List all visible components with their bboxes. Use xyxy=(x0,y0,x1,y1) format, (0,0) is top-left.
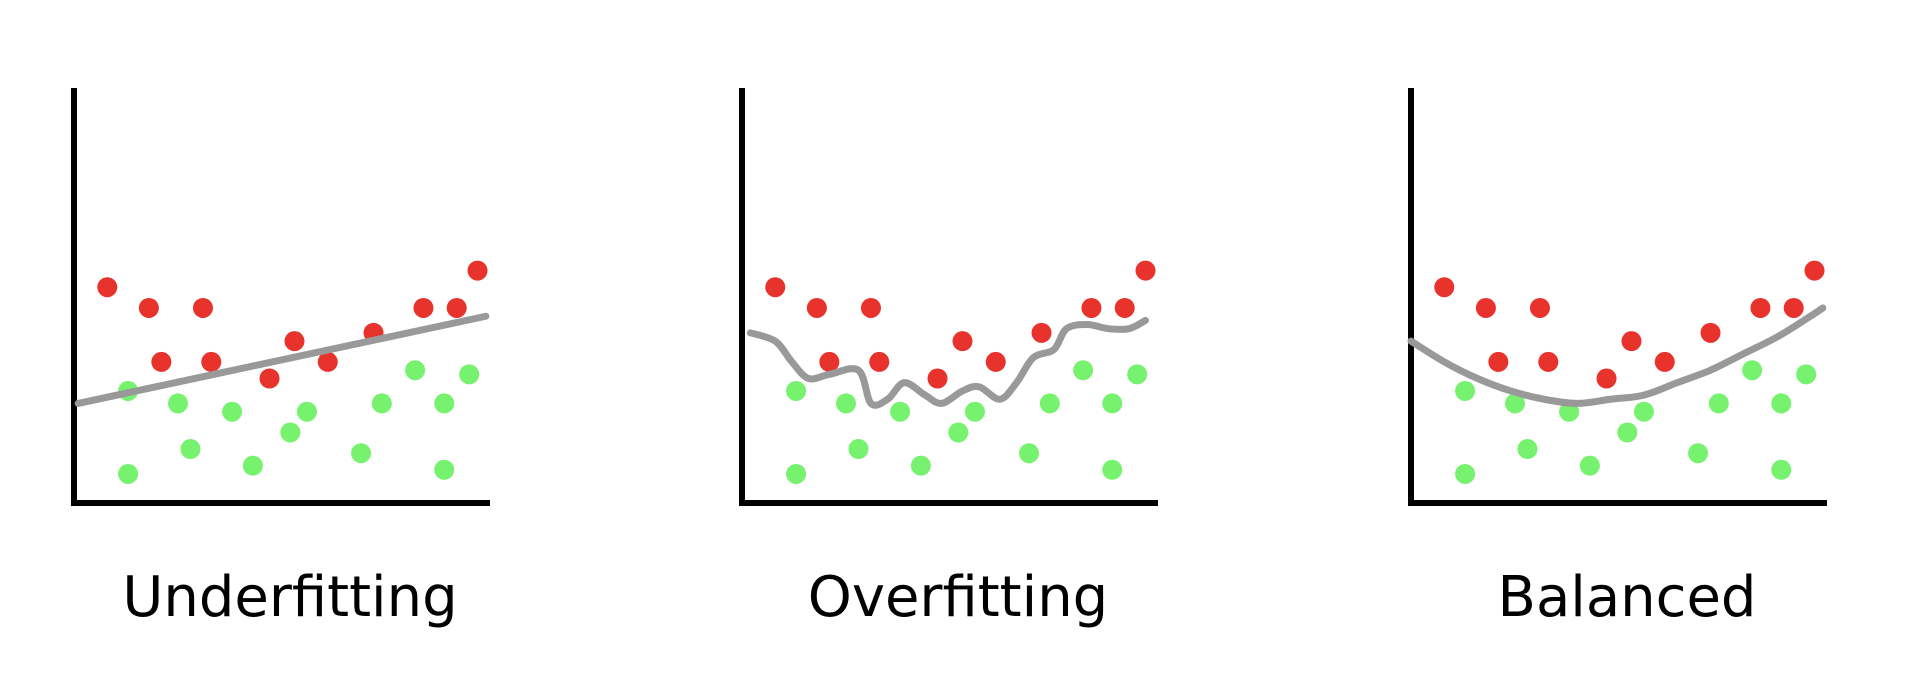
red-point xyxy=(1804,260,1825,281)
green-point xyxy=(1019,443,1040,464)
red-point xyxy=(446,297,467,318)
red-point xyxy=(806,297,827,318)
red-point xyxy=(1135,260,1156,281)
balanced-title: Balanced xyxy=(1498,565,1757,630)
green-point xyxy=(371,393,392,414)
green-point xyxy=(434,459,455,480)
underfitting-plot xyxy=(71,88,490,506)
green-point xyxy=(405,360,426,381)
red-point xyxy=(952,331,973,352)
green-point xyxy=(459,364,480,385)
underfitting-fit-curve xyxy=(74,312,490,407)
red-point xyxy=(765,277,786,298)
green-point xyxy=(1102,393,1123,414)
green-point xyxy=(180,439,201,460)
red-point xyxy=(1475,297,1496,318)
green-point xyxy=(1688,443,1709,464)
red-point xyxy=(192,297,213,318)
red-point xyxy=(138,297,159,318)
red-point xyxy=(1783,297,1804,318)
red-point xyxy=(869,351,890,372)
green-point xyxy=(1455,380,1476,401)
green-point xyxy=(1796,364,1817,385)
overfitting-title: Overfitting xyxy=(808,565,1108,630)
green-point xyxy=(1771,393,1792,414)
green-point xyxy=(910,455,931,476)
red-point xyxy=(927,368,948,389)
red-point xyxy=(1538,351,1559,372)
green-point xyxy=(242,455,263,476)
green-point xyxy=(786,380,807,401)
green-point xyxy=(1039,393,1060,414)
red-point xyxy=(1750,297,1771,318)
overfitting-fit-curve xyxy=(746,316,1150,409)
green-point xyxy=(1742,360,1763,381)
balanced-fit-curve xyxy=(1407,304,1827,407)
green-point xyxy=(1073,360,1094,381)
green-point xyxy=(168,393,188,414)
red-point xyxy=(413,297,434,318)
red-point xyxy=(819,351,840,372)
green-point xyxy=(1617,422,1638,443)
overfitting-plot xyxy=(739,88,1158,506)
red-point xyxy=(259,368,280,389)
green-point xyxy=(848,439,869,460)
red-point xyxy=(284,331,305,352)
green-point xyxy=(948,422,969,443)
panel-overfitting: Overfitting xyxy=(739,88,1158,630)
panel-underfitting: Underfitting xyxy=(71,88,490,630)
red-point xyxy=(1114,297,1135,318)
green-point xyxy=(1771,459,1792,480)
green-point xyxy=(1505,393,1525,414)
green-point xyxy=(786,463,807,484)
green-point xyxy=(1633,401,1654,422)
red-point xyxy=(1529,297,1550,318)
red-point xyxy=(1434,277,1455,298)
green-point xyxy=(351,443,372,464)
red-point xyxy=(201,351,222,372)
green-point xyxy=(1708,393,1729,414)
green-point xyxy=(836,393,856,414)
red-point xyxy=(985,351,1006,372)
red-point xyxy=(1488,351,1509,372)
green-point xyxy=(1127,364,1148,385)
green-point xyxy=(222,401,243,422)
red-point xyxy=(1081,297,1102,318)
red-point xyxy=(860,297,881,318)
green-point xyxy=(296,401,317,422)
red-point xyxy=(1596,368,1617,389)
balanced-plot xyxy=(1407,88,1827,506)
green-point xyxy=(1517,439,1538,460)
underfitting-title: Underfitting xyxy=(122,565,457,630)
red-point xyxy=(1031,322,1052,343)
green-point xyxy=(1102,459,1123,480)
green-point xyxy=(1455,463,1476,484)
green-point xyxy=(964,401,985,422)
green-point xyxy=(118,463,139,484)
red-point xyxy=(1700,322,1721,343)
red-point xyxy=(467,260,488,281)
panel-balanced: Balanced xyxy=(1407,88,1827,630)
red-point xyxy=(1621,331,1642,352)
green-point xyxy=(280,422,301,443)
red-point xyxy=(317,351,338,372)
green-point xyxy=(434,393,455,414)
red-point xyxy=(97,277,118,298)
green-point xyxy=(890,401,911,422)
green-point xyxy=(1579,455,1600,476)
red-point xyxy=(1654,351,1675,372)
red-point xyxy=(151,351,172,372)
